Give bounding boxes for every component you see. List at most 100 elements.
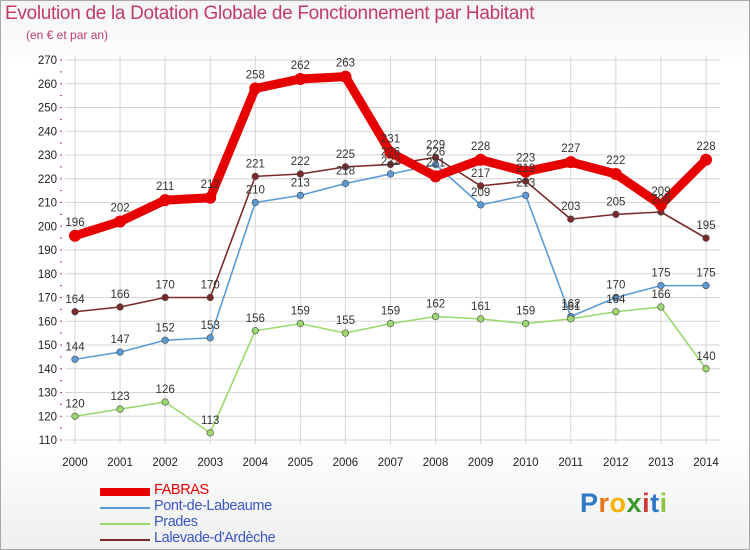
legend-swatch: [100, 507, 150, 509]
data-label-lalevade-d-ard-che: 219: [516, 163, 535, 175]
x-tick-label: 2010: [513, 457, 539, 469]
data-label-fabras: 227: [561, 143, 580, 155]
data-label-prades: 120: [65, 398, 84, 410]
data-label-fabras: 196: [65, 217, 84, 229]
y-tick-label: 260: [38, 79, 57, 91]
data-label-lalevade-d-ard-che: 195: [696, 220, 715, 232]
data-label-pont-de-labeaume: 213: [291, 177, 310, 189]
data-point-prades: [116, 405, 124, 413]
data-point-lalevade-d-ard-che: [341, 163, 350, 171]
data-point-lalevade-d-ard-che: [71, 308, 79, 316]
logo-letter: i: [659, 488, 668, 518]
proxiti-logo: Proxiti: [580, 488, 668, 519]
y-tick-label: 190: [38, 245, 57, 257]
data-point-prades: [657, 303, 665, 311]
data-label-pont-de-labeaume: 218: [336, 166, 355, 178]
data-point-pont-de-labeaume: [116, 348, 124, 356]
data-label-fabras: 228: [696, 141, 715, 153]
x-tick-label: 2011: [558, 457, 583, 469]
y-tick-label: 210: [38, 198, 57, 210]
data-label-lalevade-d-ard-che: 217: [471, 168, 490, 180]
data-point-prades: [206, 429, 214, 437]
legend-swatch: [100, 488, 150, 496]
data-label-fabras: 223: [516, 153, 535, 165]
data-label-lalevade-d-ard-che: 170: [156, 280, 175, 292]
data-label-lalevade-d-ard-che: 225: [336, 149, 355, 161]
x-tick-label: 2003: [197, 457, 223, 469]
data-point-prades: [567, 315, 575, 323]
legend-label: Pont-de-Labeaume: [154, 498, 272, 514]
data-point-lalevade-d-ard-che: [206, 293, 214, 302]
y-tick-label: 220: [38, 174, 57, 186]
data-label-pont-de-labeaume: 162: [561, 299, 580, 311]
y-tick-label: 230: [38, 150, 57, 162]
y-tick-label: 270: [38, 55, 57, 67]
y-tick-label: 110: [39, 435, 57, 447]
x-tick-label: 2013: [648, 457, 674, 469]
data-point-pont-de-labeaume: [522, 191, 530, 199]
data-point-pont-de-labeaume: [206, 334, 214, 342]
data-point-lalevade-d-ard-che: [612, 210, 620, 218]
data-point-fabras: [700, 153, 712, 166]
data-label-pont-de-labeaume: 144: [65, 341, 85, 353]
x-tick-label: 2006: [333, 457, 359, 469]
data-point-lalevade-d-ard-che: [702, 234, 710, 242]
x-tick-label: 2005: [288, 457, 314, 469]
data-label-prades: 159: [516, 306, 535, 318]
legend-label: Lalevade-d'Ardèche: [154, 530, 276, 546]
data-point-prades: [386, 320, 395, 328]
data-point-pont-de-labeaume: [161, 336, 169, 344]
x-tick-label: 2009: [468, 457, 494, 469]
y-tick-label: 120: [38, 411, 57, 423]
data-label-prades: 113: [201, 415, 219, 427]
x-tick-label: 2012: [603, 457, 629, 469]
data-point-fabras: [159, 194, 172, 207]
data-label-lalevade-d-ard-che: 222: [291, 156, 310, 168]
data-label-fabras: 221: [426, 157, 445, 169]
x-tick-label: 2002: [152, 457, 178, 469]
data-point-prades: [522, 320, 530, 328]
data-label-pont-de-labeaume: 152: [156, 322, 175, 334]
data-label-prades: 159: [291, 306, 310, 318]
y-tick-label: 140: [38, 364, 57, 376]
data-point-fabras: [249, 82, 262, 95]
logo-letter: i: [642, 488, 651, 518]
data-point-pont-de-labeaume: [477, 201, 485, 209]
data-label-fabras: 222: [606, 155, 625, 167]
x-tick-label: 2008: [423, 457, 449, 469]
data-label-lalevade-d-ard-che: 170: [201, 280, 220, 292]
data-label-fabras: 212: [201, 179, 220, 191]
data-label-pont-de-labeaume: 175: [696, 268, 715, 280]
data-point-prades: [477, 315, 485, 323]
data-label-prades: 162: [426, 299, 445, 311]
data-label-pont-de-labeaume: 226: [426, 147, 445, 159]
data-label-prades: 161: [471, 301, 490, 313]
data-point-fabras: [429, 170, 442, 183]
data-point-fabras: [519, 165, 532, 178]
data-label-fabras: 231: [381, 134, 400, 146]
data-point-lalevade-d-ard-che: [567, 215, 575, 223]
y-tick-label: 150: [38, 340, 57, 352]
data-label-fabras: 263: [336, 58, 355, 70]
data-point-pont-de-labeaume: [386, 170, 395, 178]
data-label-lalevade-d-ard-che: 166: [110, 289, 129, 301]
logo-letter: P: [580, 488, 599, 518]
y-tick-label: 240: [38, 126, 57, 138]
data-label-pont-de-labeaume: 170: [606, 280, 625, 292]
x-tick-label: 2014: [693, 457, 719, 469]
data-point-prades: [251, 327, 259, 335]
data-point-prades: [612, 308, 620, 316]
y-tick-label: 130: [38, 388, 57, 400]
data-label-lalevade-d-ard-che: 226: [381, 147, 400, 159]
data-point-prades: [341, 329, 350, 337]
legend-swatch: [100, 539, 150, 541]
data-point-lalevade-d-ard-che: [161, 293, 169, 302]
logo-letter: o: [609, 488, 627, 518]
data-label-prades: 126: [156, 384, 175, 396]
logo-letter: t: [650, 488, 660, 518]
data-point-prades: [161, 398, 169, 406]
x-tick-label: 2000: [62, 457, 88, 469]
data-label-pont-de-labeaume: 213: [516, 177, 535, 189]
y-tick-label: 200: [38, 221, 57, 233]
data-point-fabras: [384, 146, 397, 159]
